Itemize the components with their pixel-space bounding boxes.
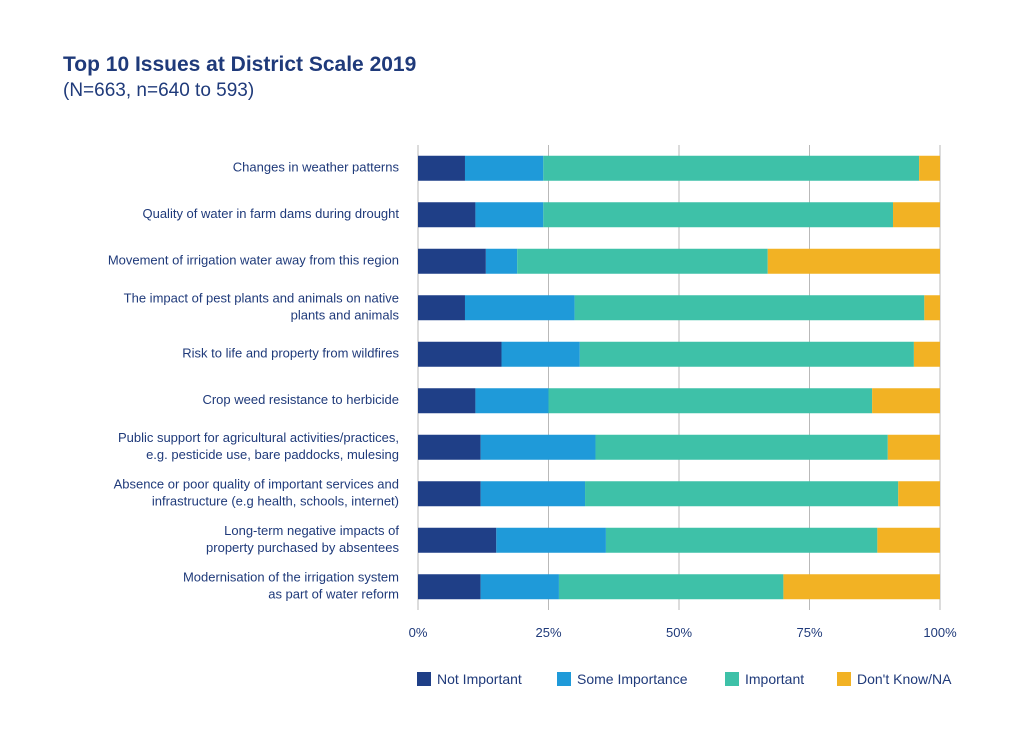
bar-segment [558, 574, 784, 600]
bar-segment [418, 574, 481, 600]
bar-segment [464, 295, 575, 321]
bar-segment [913, 341, 940, 367]
x-tick-labels: 0% 25% 50% 75% 100% [409, 625, 957, 640]
bar-segment [543, 202, 894, 228]
x-tick-label: 75% [796, 625, 822, 640]
category-label: Public support for agricultural activiti… [118, 430, 399, 445]
category-label: plants and animals [291, 308, 400, 323]
bar-segment [480, 434, 596, 460]
bar-segment [418, 295, 465, 321]
legend-swatch [725, 672, 739, 686]
bar-segment [877, 527, 940, 553]
bar-segment [517, 248, 768, 274]
category-label: Changes in weather patterns [233, 160, 400, 175]
bar-segment [475, 388, 549, 414]
bar-segment [464, 155, 544, 181]
bar-segment [475, 202, 544, 228]
bar-segment [887, 434, 940, 460]
category-label: Crop weed resistance to herbicide [202, 392, 399, 407]
bar-segment [418, 248, 486, 274]
category-label: as part of water reform [268, 587, 399, 602]
category-label: The impact of pest plants and animals on… [124, 291, 399, 306]
x-tick-label: 0% [409, 625, 428, 640]
bar-segment [595, 434, 888, 460]
category-label: Modernisation of the irrigation system [183, 570, 399, 585]
bar-segment [418, 388, 476, 414]
category-label: Long-term negative impacts of [224, 523, 399, 538]
bar-segment [543, 155, 920, 181]
bar-segment [585, 481, 899, 507]
bar-segment [496, 527, 606, 553]
bar-segment [767, 248, 940, 274]
legend-swatch [837, 672, 851, 686]
x-tick-label: 50% [666, 625, 692, 640]
legend-swatch [557, 672, 571, 686]
legend-item: Some Importance [557, 671, 688, 687]
legend-label: Important [745, 671, 804, 687]
category-label: infrastructure (e.g health, schools, int… [152, 494, 399, 509]
bar-segment [485, 248, 518, 274]
bar-segment [605, 527, 878, 553]
legend: Not Important Some Importance Important Don… [417, 671, 952, 687]
bar-segment [898, 481, 940, 507]
bars [418, 155, 940, 600]
bar-segment [418, 155, 465, 181]
bar-segment [893, 202, 940, 228]
bar-segment [919, 155, 940, 181]
x-tick-label: 100% [923, 625, 957, 640]
bar-segment [418, 434, 481, 460]
legend-swatch [417, 672, 431, 686]
bar-segment [418, 481, 481, 507]
chart-title: Top 10 Issues at District Scale 2019 [63, 53, 417, 76]
bar-segment [548, 388, 873, 414]
bar-segment [418, 202, 476, 228]
category-label: e.g. pesticide use, bare paddocks, mules… [146, 447, 399, 462]
category-label: Risk to life and property from wildfires [182, 346, 399, 361]
bar-segment [480, 481, 586, 507]
bar-segment [783, 574, 940, 600]
x-tick-label: 25% [535, 625, 561, 640]
bar-segment [872, 388, 940, 414]
category-labels: Changes in weather patterns Quality of wa… [108, 160, 400, 602]
bar-segment [418, 527, 497, 553]
bar-segment [418, 341, 502, 367]
category-label: Absence or poor quality of important ser… [114, 477, 399, 492]
bar-segment [480, 574, 559, 600]
legend-label: Don't Know/NA [857, 671, 952, 687]
bar-segment [501, 341, 580, 367]
legend-label: Not Important [437, 671, 522, 687]
category-label: Quality of water in farm dams during dro… [142, 206, 399, 221]
bar-segment [579, 341, 914, 367]
legend-item: Not Important [417, 671, 522, 687]
legend-item: Important [725, 671, 804, 687]
bar-segment [574, 295, 925, 321]
legend-item: Don't Know/NA [837, 671, 952, 687]
category-label: Movement of irrigation water away from t… [108, 253, 399, 268]
bar-segment [924, 295, 940, 321]
legend-label: Some Importance [577, 671, 688, 687]
category-label: property purchased by absentees [206, 540, 399, 555]
chart-subtitle: (N=663, n=640 to 593) [63, 80, 255, 101]
